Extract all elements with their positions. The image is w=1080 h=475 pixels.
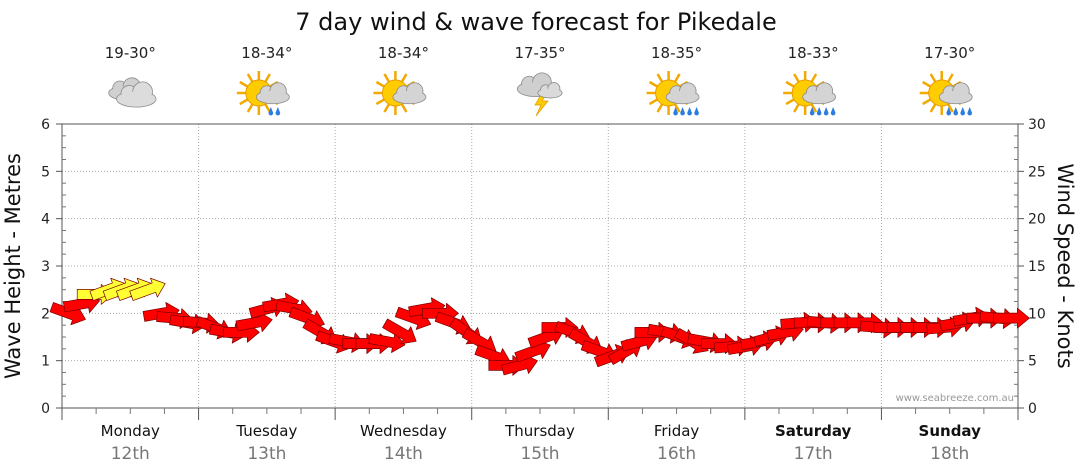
temperature-range: 19-30°	[105, 44, 156, 62]
wind-arrow	[129, 277, 166, 301]
left-tick-label: 2	[41, 306, 50, 322]
grid-lines	[62, 124, 1018, 408]
left-tick-label: 4	[41, 212, 50, 228]
day-date-label: 16th	[657, 444, 696, 464]
day-name-label: Monday	[101, 422, 160, 440]
day-date-label: 15th	[520, 444, 559, 464]
day-name-label: Thursday	[504, 422, 575, 440]
sun-rain-icon	[783, 71, 837, 116]
day-date-label: 13th	[247, 444, 286, 464]
chart-title: 7 day wind & wave forecast for Pikedale	[295, 8, 776, 36]
right-tick-label: 0	[1028, 401, 1037, 417]
left-tick-label: 3	[41, 259, 50, 275]
left-axis-title: Wave Height - Metres	[1, 153, 25, 379]
day-name-label: Sunday	[919, 422, 982, 440]
right-axis-title: Wind Speed - Knots	[1053, 163, 1077, 368]
minor-ticks	[61, 135, 1019, 420]
wind-arrow	[993, 307, 1030, 329]
left-tick-label: 1	[41, 354, 50, 370]
day-date-label: 14th	[384, 444, 423, 464]
sun-shower-icon	[236, 71, 290, 116]
temperature-range: 17-35°	[514, 44, 565, 62]
wind-arrow	[382, 318, 417, 345]
day-name-label: Saturday	[775, 422, 852, 440]
right-tick-label: 10	[1028, 306, 1046, 322]
day-name-label: Wednesday	[360, 422, 447, 440]
right-tick-label: 5	[1028, 354, 1037, 370]
storm-icon	[516, 72, 563, 117]
right-tick-label: 20	[1028, 212, 1046, 228]
left-tick-label: 0	[41, 401, 50, 417]
temperature-range: 18-33°	[788, 44, 839, 62]
wind-arrows	[49, 277, 1030, 376]
day-date-label: 12th	[111, 444, 150, 464]
temperature-range: 18-34°	[378, 44, 429, 62]
day-labels: Monday 12th Tuesday 13th Wednesday 14th Thursd…	[101, 422, 981, 464]
day-date-label: 18th	[930, 444, 969, 464]
right-tick-label: 30	[1028, 117, 1046, 133]
temperature-range: 18-35°	[651, 44, 702, 62]
right-tick-label: 15	[1028, 259, 1046, 275]
weather-icons	[108, 71, 973, 117]
day-name-label: Friday	[654, 422, 700, 440]
left-tick-label: 6	[41, 117, 50, 133]
day-name-label: Tuesday	[235, 422, 297, 440]
cloudy-icon	[108, 77, 157, 108]
sun-rain-icon	[919, 71, 973, 116]
day-date-label: 17th	[794, 444, 833, 464]
right-tick-label: 25	[1028, 164, 1046, 180]
daily-temperatures: 19-30° 18-34° 18-34° 17-35° 18-35° 18-33° 17-3…	[105, 44, 976, 62]
temperature-range: 17-30°	[924, 44, 975, 62]
sun-rain-icon	[646, 71, 700, 116]
partly-cloudy-icon	[373, 71, 427, 115]
left-tick-label: 5	[41, 164, 50, 180]
temperature-range: 18-34°	[241, 44, 292, 62]
left-axis-ticks: 0 1 2 3 4 5 6	[41, 117, 62, 417]
credit-text: www.seabreeze.com.au	[896, 393, 1014, 404]
right-axis-ticks: 0 5 10 15 20 25 30	[1018, 117, 1046, 417]
